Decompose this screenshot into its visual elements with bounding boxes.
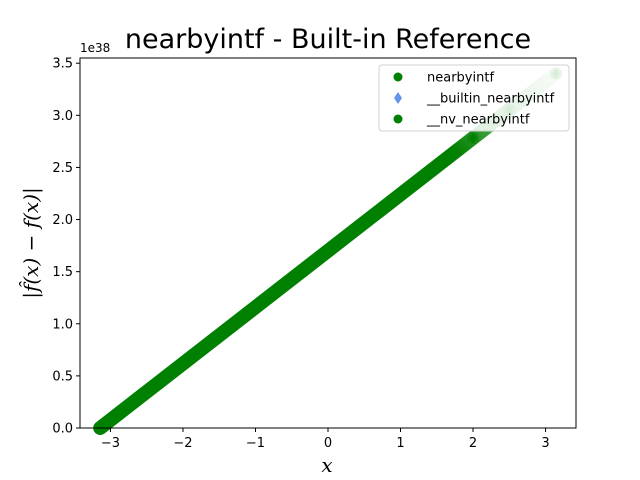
x-tick-label: 0 <box>324 436 332 451</box>
legend-label: __builtin_nearbyintf <box>426 92 555 107</box>
data-point <box>358 216 371 229</box>
x-axis-label: x <box>321 453 332 477</box>
y-axis: 0.0 0.5 1.0 1.5 2.0 2.5 3.0 3.5 <box>52 57 80 437</box>
x-axis: −3 −2 −1 0 1 2 3 <box>101 428 550 451</box>
legend-item: nearbyintf <box>393 71 494 86</box>
legend: nearbyintf __builtin_nearbyintf __nv_nearb… <box>378 64 570 132</box>
y-tick-label: 1.0 <box>52 317 73 332</box>
data-point <box>249 301 262 314</box>
y-tick-label: 2.5 <box>52 161 73 176</box>
x-tick-label: −2 <box>173 436 192 451</box>
legend-item: __nv_nearbyintf <box>393 113 530 128</box>
y-tick-label: 3.5 <box>52 57 73 72</box>
y-tick-label: 2.0 <box>52 213 73 228</box>
data-point <box>394 188 407 201</box>
data-point <box>322 244 334 257</box>
data-point <box>467 131 480 144</box>
x-tick-label: 1 <box>396 436 404 451</box>
y-tick-label: 1.5 <box>52 265 73 280</box>
legend-marker-circle <box>393 72 403 82</box>
legend-label: __nv_nearbyintf <box>426 113 530 128</box>
legend-label: nearbyintf <box>427 71 494 86</box>
x-tick-label: 2 <box>469 436 477 451</box>
y-axis-label: |f̂(x) − f(x)| <box>19 187 44 299</box>
legend-marker-circle <box>393 114 403 124</box>
y-tick-label: 0.0 <box>52 422 73 437</box>
data-point <box>469 132 477 143</box>
data-point <box>213 329 226 342</box>
data-point <box>430 160 443 173</box>
chart-title: nearbyintf - Built-in Reference <box>125 24 531 55</box>
legend-marker-diamond <box>394 92 402 104</box>
y-offset-label: 1e38 <box>80 41 110 55</box>
legend-box <box>378 64 570 132</box>
y-tick-label: 3.0 <box>52 109 73 124</box>
data-point <box>285 273 298 286</box>
legend-item: __builtin_nearbyintf <box>394 92 555 107</box>
data-point <box>140 385 153 398</box>
x-tick-label: 3 <box>541 436 549 451</box>
data-point <box>176 357 189 370</box>
y-tick-label: 0.5 <box>52 369 73 384</box>
x-tick-label: −1 <box>246 436 265 451</box>
x-tick-label: −3 <box>101 436 120 451</box>
